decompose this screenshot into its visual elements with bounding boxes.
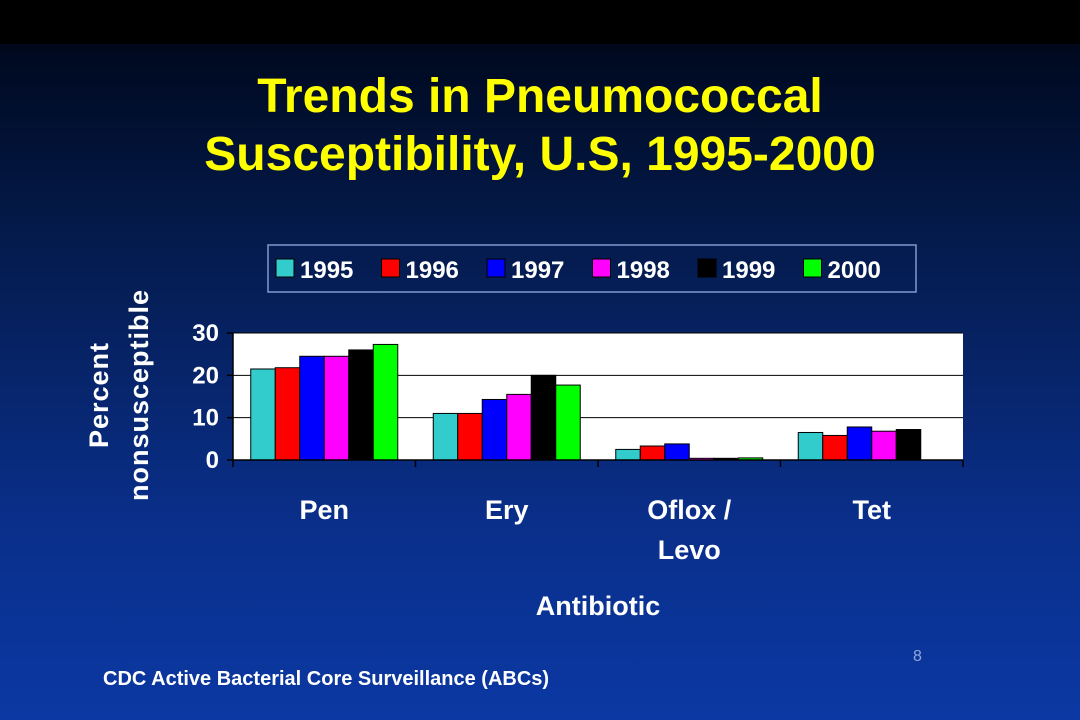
top-band <box>0 0 1080 44</box>
x-category-label: Levo <box>658 535 721 565</box>
bar-1997-1 <box>481 398 508 461</box>
legend-label-1998: 1998 <box>617 257 670 284</box>
bar-1998-1 <box>506 393 532 461</box>
y-tick-label: 10 <box>192 405 219 432</box>
legend-swatch-1998 <box>592 258 611 278</box>
bar-1995-2 <box>615 448 641 461</box>
y-axis-title: nonsusceptible <box>124 289 154 501</box>
bar-1995-1 <box>432 412 459 461</box>
title-line-2: Susceptibility, U.S, 1995-2000 <box>204 128 876 181</box>
legend-label-1995: 1995 <box>300 257 353 284</box>
bar-1996-1 <box>457 412 483 461</box>
legend-label-2000: 2000 <box>828 257 881 284</box>
bar-1999-1 <box>530 374 557 461</box>
x-axis-title: Antibiotic <box>536 591 660 621</box>
slide-number: 8 <box>913 648 922 665</box>
bar-1996-3 <box>822 434 848 461</box>
y-tick-label: 30 <box>192 320 219 347</box>
bar-1995-0 <box>250 368 276 461</box>
bar-1996-0 <box>274 367 301 461</box>
x-category-label: Tet <box>853 495 892 525</box>
title-line-1: Trends in Pneumococcal <box>257 70 823 123</box>
source-note: CDC Active Bacterial Core Surveillance (… <box>103 668 550 690</box>
bar-2000-0 <box>372 343 399 461</box>
legend-swatch-1997 <box>486 258 506 278</box>
legend-label-1996: 1996 <box>406 257 459 284</box>
bar-1999-0 <box>348 349 374 461</box>
bar-2000-1 <box>555 384 581 461</box>
legend-box <box>267 244 917 293</box>
legend-label-1999: 1999 <box>722 257 775 284</box>
legend-swatch-1999 <box>697 258 717 278</box>
legend-swatch-2000 <box>803 258 822 278</box>
bar-1999-3 <box>895 429 922 461</box>
bar-1996-2 <box>639 445 666 461</box>
bar-1998-3 <box>871 430 897 461</box>
bar-1997-0 <box>299 355 325 461</box>
legend-swatch-1996 <box>381 258 400 278</box>
x-category-label: Pen <box>299 495 349 525</box>
x-category-label: Oflox / <box>647 495 732 525</box>
legend-label-1997: 1997 <box>511 257 564 284</box>
y-tick-label: 20 <box>192 362 219 389</box>
bar-1995-3 <box>797 431 824 461</box>
slide-title: Trends in Pneumococcal Susceptibility, U… <box>0 68 1080 184</box>
y-axis-title: Percent <box>84 342 114 448</box>
bar-1997-3 <box>846 426 873 461</box>
legend-swatch-1995 <box>275 258 295 278</box>
y-tick-label: 0 <box>206 447 219 474</box>
bar-1997-2 <box>664 443 690 461</box>
bar-1998-0 <box>323 355 350 461</box>
x-category-label: Ery <box>485 495 529 525</box>
